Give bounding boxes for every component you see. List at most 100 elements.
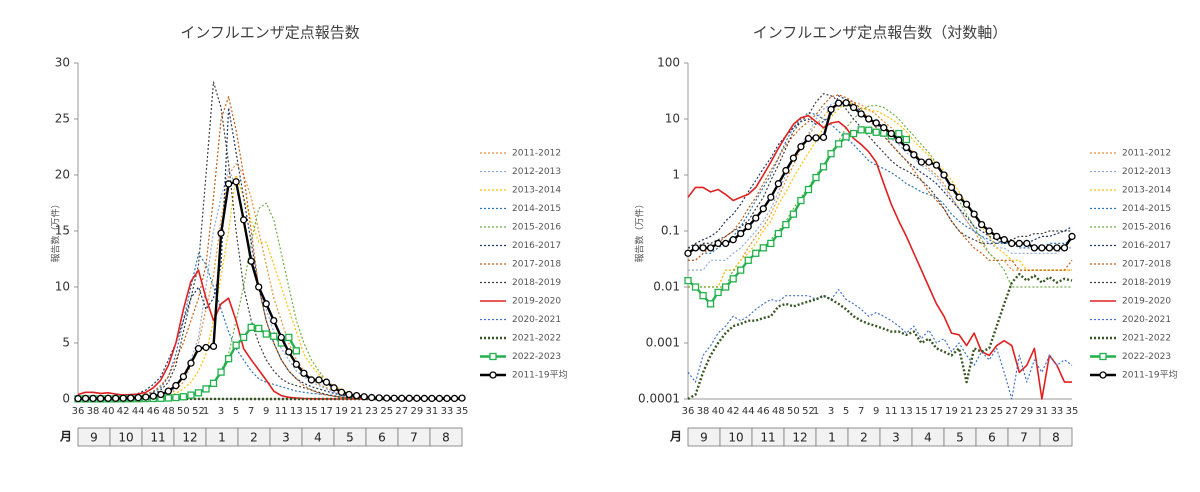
- point-marker: [819, 133, 828, 142]
- point-marker: [985, 227, 993, 235]
- point-marker: [842, 99, 850, 107]
- series-line: [688, 100, 1072, 288]
- x-tick-label: 9: [263, 406, 269, 417]
- y-tick-label: 5: [62, 336, 70, 350]
- legend-label: 2020-2021: [1122, 315, 1171, 325]
- x-tick-label: 36: [72, 406, 85, 417]
- point-marker: [940, 171, 948, 179]
- point-marker: [127, 394, 135, 402]
- point-marker: [895, 129, 903, 138]
- point-marker: [134, 394, 142, 402]
- x-tick-label: 13: [900, 406, 913, 417]
- point-marker: [277, 333, 285, 342]
- point-marker: [812, 134, 820, 142]
- point-marker: [270, 316, 278, 325]
- point-marker: [880, 124, 888, 132]
- point-marker: [187, 359, 195, 367]
- legend-label: 2022-2023: [1122, 352, 1171, 362]
- month-label: 10: [118, 431, 133, 445]
- point-marker: [691, 283, 700, 291]
- month-label: 1: [218, 431, 226, 445]
- month-header: 月: [59, 430, 72, 444]
- point-marker: [1008, 239, 1016, 248]
- series-line: [78, 163, 462, 400]
- x-tick-label: 46: [147, 406, 160, 417]
- x-tick-label: 31: [1036, 406, 1049, 417]
- series-line: [77, 180, 463, 400]
- point-marker: [752, 214, 760, 222]
- legend-label: 2018-2019: [512, 278, 561, 288]
- point-marker: [330, 384, 338, 392]
- series-line: [78, 202, 462, 400]
- month-label: 8: [442, 431, 450, 445]
- month-label: 5: [346, 431, 354, 445]
- x-tick-label: 50: [787, 406, 800, 417]
- point-marker: [96, 394, 105, 403]
- point-marker: [962, 200, 971, 208]
- point-marker: [255, 324, 263, 333]
- x-tick-label: 25: [380, 406, 393, 417]
- x-tick-label: 3: [828, 406, 834, 417]
- point-marker: [827, 150, 835, 158]
- series-line: [687, 95, 1073, 249]
- point-marker: [729, 275, 737, 283]
- series-line: [688, 101, 1072, 288]
- point-marker: [812, 173, 820, 182]
- point-marker: [270, 332, 278, 340]
- point-marker: [255, 283, 263, 291]
- point-marker: [774, 229, 783, 238]
- month-label: 11: [150, 431, 165, 445]
- point-marker: [307, 376, 316, 384]
- point-marker: [360, 393, 368, 401]
- y-tick-label: 10: [55, 280, 70, 294]
- y-tick-label: 100: [657, 56, 680, 70]
- point-marker: [706, 244, 715, 252]
- month-label: 3: [892, 431, 900, 445]
- legend-label: 2021-2022: [1122, 334, 1171, 344]
- month-label: 1: [828, 431, 836, 445]
- point-marker: [902, 135, 911, 144]
- y-tick-label: 30: [55, 56, 70, 70]
- point-marker: [224, 180, 233, 188]
- point-marker: [782, 220, 790, 229]
- series-line: [688, 100, 1072, 271]
- legend-label: 2019-2020: [512, 297, 561, 307]
- y-axis-label: 報告数（万件）: [50, 199, 62, 262]
- point-marker: [1053, 244, 1061, 252]
- x-tick-label: 11: [275, 406, 288, 417]
- point-marker: [202, 385, 210, 393]
- point-marker: [247, 323, 255, 331]
- series-line: [687, 128, 908, 306]
- series-line: [78, 174, 462, 400]
- x-tick-label: 7: [248, 406, 254, 417]
- legend-marker: [489, 352, 497, 361]
- series-layer: [74, 81, 466, 403]
- series-line: [77, 107, 463, 399]
- x-tick-label: 44: [132, 406, 145, 417]
- point-marker: [179, 393, 188, 401]
- x-tick-label: 5: [843, 406, 849, 417]
- x-tick-label: 38: [87, 406, 100, 417]
- point-marker: [819, 163, 828, 171]
- point-marker: [932, 161, 941, 169]
- legend-label: 2014-2015: [1122, 204, 1171, 214]
- point-marker: [111, 394, 120, 402]
- month-label: 7: [410, 431, 418, 445]
- x-tick-label: 1: [813, 406, 819, 417]
- legend-marker: [489, 371, 497, 379]
- point-marker: [172, 381, 180, 390]
- series-line: [688, 94, 1073, 271]
- month-label: 7: [1020, 431, 1028, 445]
- series-line: [687, 101, 1074, 255]
- point-marker: [420, 394, 429, 403]
- point-marker: [89, 394, 97, 403]
- point-marker: [789, 154, 798, 162]
- x-tick-label: 52: [192, 406, 205, 417]
- x-tick-label: 40: [102, 406, 115, 417]
- month-label: 12: [792, 431, 807, 445]
- series-line: [78, 81, 462, 399]
- point-marker: [834, 99, 843, 107]
- legend-label: 2011-2012: [1122, 149, 1171, 159]
- point-marker: [157, 390, 165, 399]
